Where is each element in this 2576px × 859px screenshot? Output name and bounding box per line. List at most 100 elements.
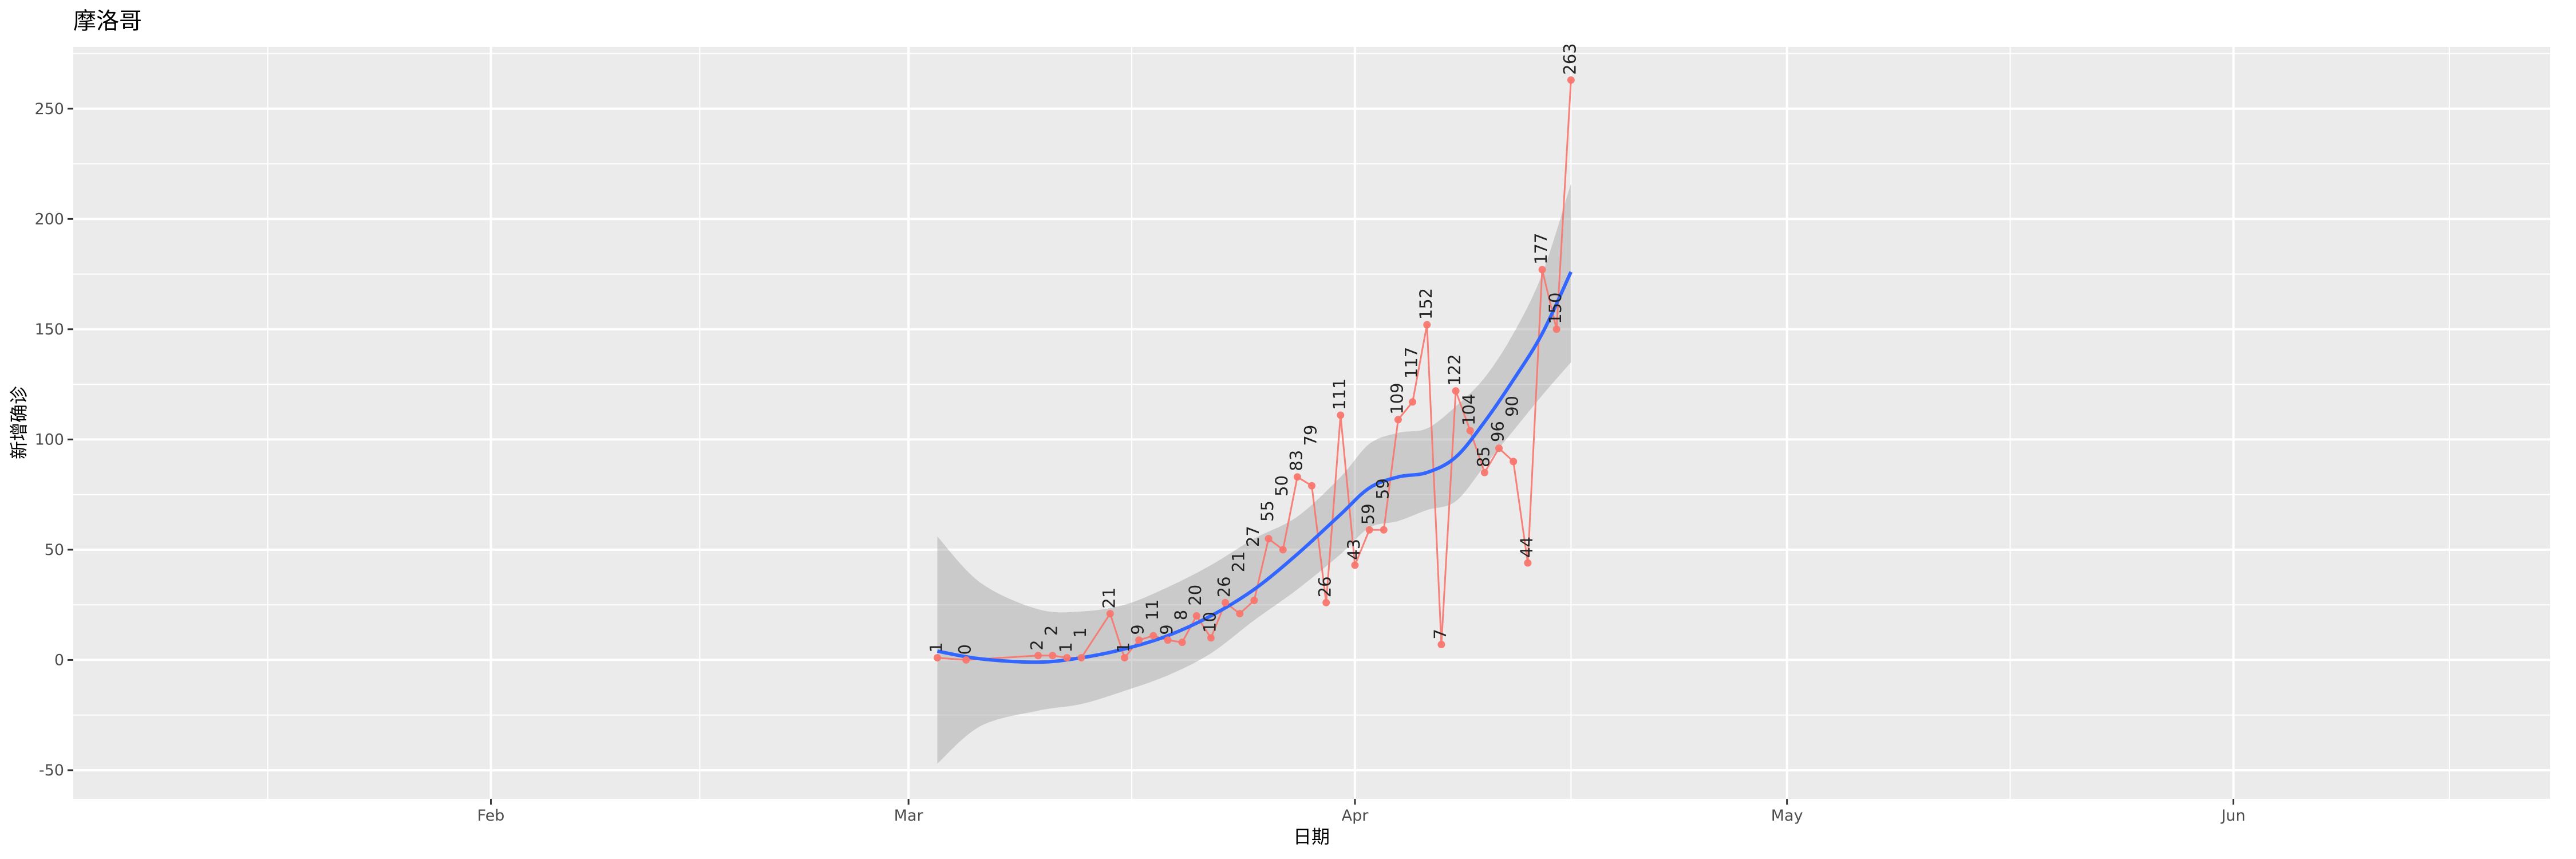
y-axis-title: 新增确诊 (8, 386, 30, 459)
data-point (1308, 482, 1315, 490)
data-point (1524, 559, 1532, 567)
data-label: 1 (1113, 642, 1133, 652)
data-label: 11 (1143, 599, 1162, 620)
x-tick-label: Mar (894, 807, 924, 825)
x-tick-label: May (1771, 807, 1803, 825)
data-point (1106, 610, 1114, 618)
data-point (1538, 266, 1546, 274)
data-point (1452, 387, 1460, 395)
data-label: 8 (1171, 610, 1191, 620)
data-point (1063, 654, 1071, 662)
data-label: 150 (1546, 292, 1565, 324)
x-axis: Feb Mar Apr May Jun (477, 799, 2246, 825)
data-label: 109 (1387, 383, 1406, 414)
data-point (1250, 596, 1258, 604)
data-label: 50 (1272, 475, 1291, 497)
data-point (1552, 325, 1560, 333)
data-label: 177 (1531, 233, 1551, 265)
data-label: 26 (1215, 576, 1234, 597)
data-label: 79 (1301, 425, 1321, 446)
data-label: 9 (1157, 624, 1176, 635)
data-point (1380, 526, 1388, 534)
data-point (1394, 416, 1402, 424)
data-point (1207, 634, 1215, 642)
y-tick-label: 0 (54, 651, 64, 669)
x-tick-label: Apr (1342, 807, 1369, 825)
data-label: 96 (1488, 421, 1508, 442)
data-point (1120, 654, 1128, 662)
data-point (1178, 639, 1186, 647)
data-label: 55 (1258, 501, 1277, 522)
data-label: 152 (1416, 288, 1436, 320)
y-tick-label: 50 (45, 541, 64, 559)
x-tick-label: Feb (477, 807, 505, 825)
data-point (1265, 535, 1273, 543)
y-tick-label: 100 (34, 431, 64, 448)
data-label: 10 (1200, 612, 1219, 633)
data-point (1293, 473, 1301, 481)
data-point (1466, 427, 1474, 435)
plot-panel (73, 47, 2550, 799)
data-label: 263 (1560, 43, 1579, 74)
y-tick-label: 250 (34, 100, 64, 118)
data-labels: 1 0 22112119119820102621275550837926111435… (926, 43, 1579, 655)
data-point (1236, 610, 1244, 618)
data-point (1567, 76, 1575, 84)
data-label: 20 (1186, 585, 1205, 606)
data-label: 9 (1128, 624, 1148, 635)
smooth-trend-line (937, 271, 1573, 664)
data-point (1510, 458, 1518, 466)
data-label: 1 (1070, 628, 1090, 638)
data-point (962, 656, 970, 664)
y-tick-label: 150 (34, 321, 64, 338)
grid (73, 47, 2550, 799)
data-point (1351, 561, 1359, 569)
data-label: 122 (1445, 354, 1464, 385)
data-point (1135, 636, 1143, 644)
data-point (933, 654, 941, 662)
confidence-ribbon (937, 183, 1571, 764)
data-label: 1 (926, 642, 946, 652)
data-label: 117 (1402, 347, 1421, 379)
data-label: 59 (1373, 478, 1392, 499)
data-point (1164, 636, 1172, 644)
data-label: 7 (1431, 629, 1450, 639)
data-label: 59 (1358, 503, 1378, 525)
data-label: 83 (1286, 450, 1306, 471)
y-tick-label: -50 (39, 762, 64, 779)
data-point (1322, 598, 1330, 606)
data-label: 104 (1459, 394, 1479, 425)
data-point (1034, 652, 1042, 660)
data-label: 43 (1344, 539, 1364, 560)
data-point (1495, 444, 1503, 452)
data-point (1279, 546, 1287, 554)
data-label: 1 (1056, 642, 1076, 652)
data-point (1192, 612, 1200, 620)
data-point (1423, 321, 1431, 329)
data-point (1437, 640, 1445, 648)
data-point (1337, 411, 1345, 419)
y-axis: -50 0 50 100 150 200 250 (34, 100, 73, 779)
x-axis-title: 日期 (1293, 826, 1330, 848)
data-label: 2 (1028, 640, 1047, 650)
data-point (1049, 652, 1057, 660)
data-points (933, 76, 1575, 664)
data-label: 2 (1042, 625, 1061, 636)
data-point (1077, 654, 1085, 662)
y-tick-label: 200 (34, 210, 64, 228)
chart-title: 摩洛哥 (73, 8, 142, 34)
x-tick-label: Jun (2220, 807, 2245, 825)
data-label: 111 (1330, 379, 1349, 410)
data-label: 90 (1503, 396, 1522, 417)
data-label: 26 (1315, 576, 1335, 597)
data-label: 85 (1473, 446, 1493, 467)
data-point (1365, 526, 1373, 534)
data-label: 21 (1229, 551, 1249, 572)
data-label: 21 (1099, 588, 1119, 609)
data-point (1409, 398, 1417, 406)
data-label: 27 (1243, 526, 1263, 547)
data-label: 0 (955, 644, 975, 655)
data-point (1480, 468, 1488, 476)
data-point (1222, 598, 1230, 606)
